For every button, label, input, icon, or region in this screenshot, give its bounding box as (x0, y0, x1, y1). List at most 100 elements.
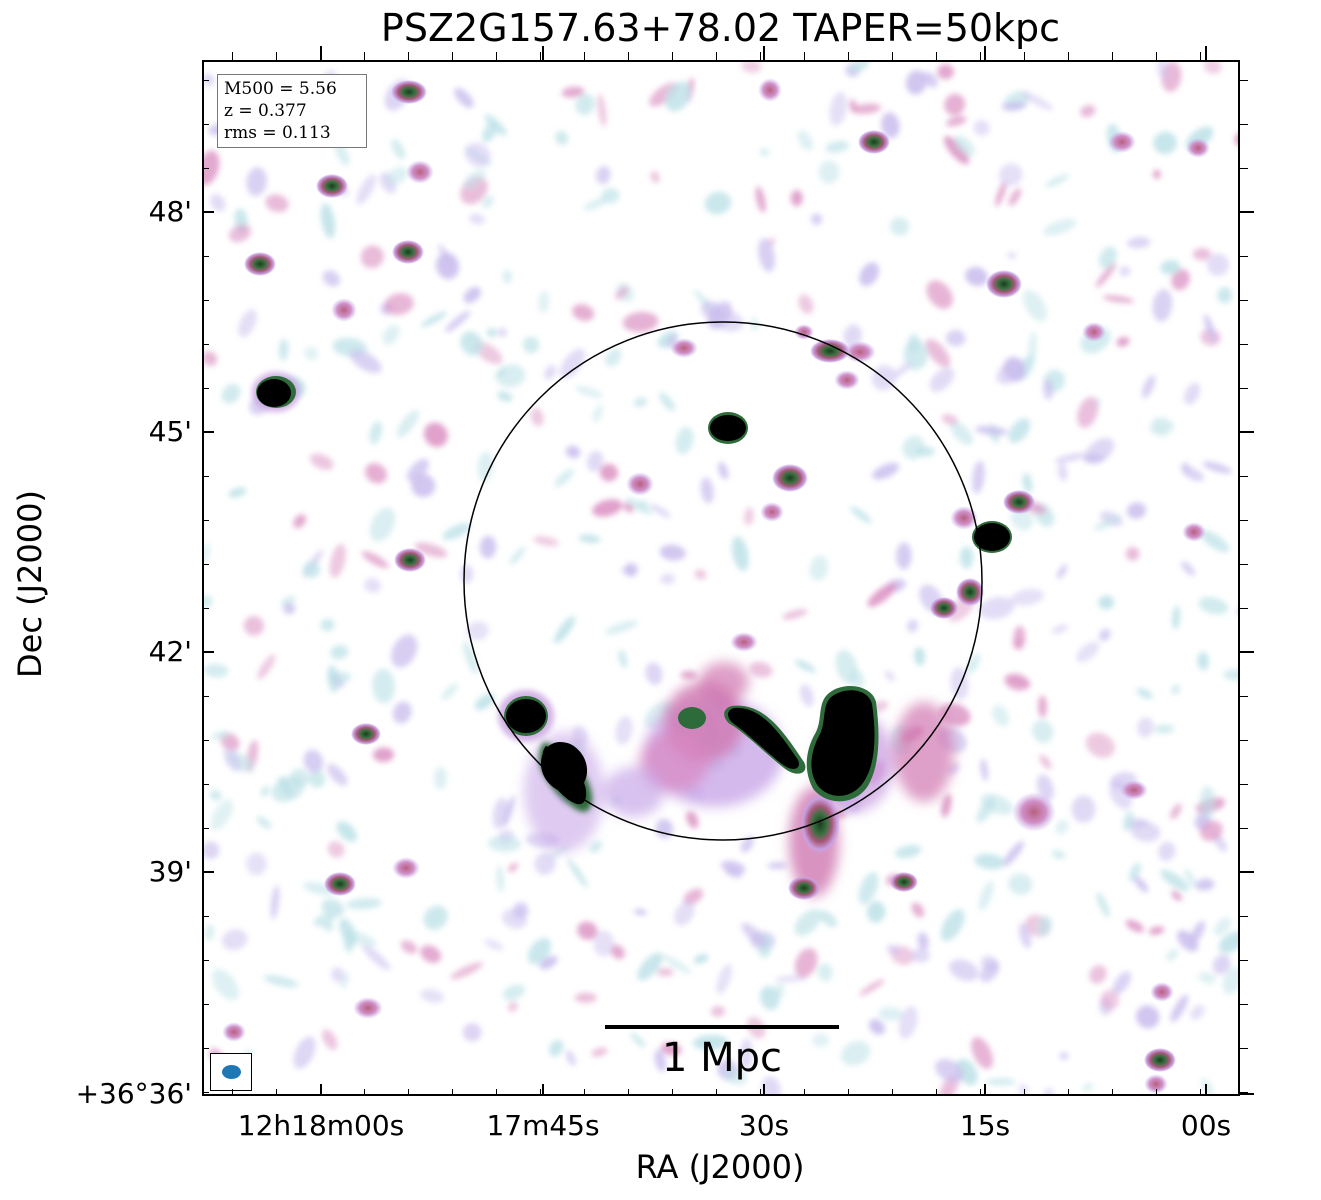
minor-tick (1240, 1092, 1248, 1093)
minor-tick (1240, 1004, 1248, 1005)
xtick-label: 17m45s (486, 1109, 600, 1142)
minor-tick (408, 52, 409, 60)
minor-tick (1240, 784, 1248, 785)
minor-tick (1240, 168, 1248, 169)
minor-tick (320, 52, 321, 60)
minor-tick (1240, 432, 1248, 433)
bright-sources (252, 372, 1012, 812)
minor-tick (1240, 388, 1248, 389)
minor-tick (1240, 740, 1248, 741)
minor-tick (452, 1089, 453, 1096)
minor-tick (202, 124, 209, 125)
minor-tick (1240, 344, 1248, 345)
minor-tick (1112, 1089, 1113, 1096)
minor-tick (540, 52, 541, 60)
minor-tick (202, 652, 209, 653)
minor-tick (202, 80, 209, 81)
image-title: PSZ2G157.63+78.02 TAPER=50kpc (380, 6, 1061, 50)
minor-tick (202, 828, 209, 829)
minor-tick (202, 256, 209, 257)
minor-tick (1240, 960, 1248, 961)
minor-tick (1240, 608, 1248, 609)
x-axis-label: RA (J2000) (635, 1148, 805, 1186)
minor-tick (760, 1089, 761, 1096)
minor-tick (202, 784, 209, 785)
minor-tick (980, 1089, 981, 1096)
minor-tick (202, 520, 209, 521)
minor-tick (672, 1089, 673, 1096)
minor-tick (848, 1089, 849, 1096)
xtick-label: 15s (959, 1109, 1011, 1142)
ytick-label: 42' (148, 635, 192, 668)
minor-tick (202, 960, 209, 961)
minor-tick (202, 476, 209, 477)
minor-tick (202, 1048, 209, 1049)
minor-tick (1240, 828, 1248, 829)
cluster-info-box: M500 = 5.56 z = 0.377 rms = 0.113 (217, 74, 367, 148)
minor-tick (320, 1089, 321, 1096)
radio-map-image (204, 62, 1238, 1094)
minor-tick (628, 1089, 629, 1096)
xtick-label: 30s (738, 1109, 790, 1142)
minor-tick (202, 564, 209, 565)
minor-tick (202, 168, 209, 169)
radio-map-panel (202, 60, 1240, 1096)
ytick-label: 45' (148, 415, 192, 448)
minor-tick (496, 52, 497, 60)
minor-tick (672, 52, 673, 60)
minor-tick (628, 52, 629, 60)
minor-tick (202, 344, 209, 345)
minor-tick (452, 52, 453, 60)
minor-tick (202, 916, 209, 917)
xtick-label: 00s (1180, 1109, 1232, 1142)
minor-tick (202, 608, 209, 609)
minor-tick (584, 1089, 585, 1096)
minor-tick (716, 52, 717, 60)
minor-tick (202, 740, 209, 741)
minor-tick (1200, 1089, 1201, 1096)
r500-circle (463, 321, 983, 841)
ytick-label: 48' (148, 195, 192, 228)
minor-tick (1240, 520, 1248, 521)
minor-tick (980, 52, 981, 60)
ytick-label: +36°36' (75, 1077, 192, 1110)
minor-tick (716, 1089, 717, 1096)
compact-sources (222, 78, 1210, 1094)
minor-tick (1240, 872, 1248, 873)
minor-tick (848, 52, 849, 60)
minor-tick (232, 52, 233, 60)
minor-tick (1240, 564, 1248, 565)
noise-emission-layer (204, 62, 1238, 1094)
minor-tick (202, 1004, 209, 1005)
minor-tick (1024, 52, 1025, 60)
minor-tick (1068, 52, 1069, 60)
minor-tick (276, 52, 277, 60)
minor-tick (1240, 256, 1248, 257)
minor-tick (1240, 916, 1248, 917)
minor-tick (202, 300, 209, 301)
minor-tick (202, 696, 209, 697)
minor-tick (408, 1089, 409, 1096)
minor-tick (202, 872, 209, 873)
minor-tick (760, 52, 761, 60)
minor-tick (1240, 476, 1248, 477)
scale-bar-label: 1 Mpc (661, 1035, 783, 1081)
minor-tick (1240, 212, 1248, 213)
minor-tick (1240, 124, 1248, 125)
minor-tick (276, 1089, 277, 1096)
beam-ellipse-icon (222, 1065, 241, 1079)
minor-tick (936, 52, 937, 60)
minor-tick (540, 1089, 541, 1096)
redshift-text: z = 0.377 (224, 101, 307, 121)
minor-tick (364, 1089, 365, 1096)
minor-tick (804, 1089, 805, 1096)
minor-tick (936, 1089, 937, 1096)
minor-tick (1240, 696, 1248, 697)
minor-tick (364, 52, 365, 60)
scale-bar (605, 1025, 839, 1029)
mass-text: M500 = 5.56 (224, 79, 337, 99)
minor-tick (1112, 52, 1113, 60)
ytick-label: 39' (148, 855, 192, 888)
minor-tick (584, 52, 585, 60)
minor-tick (202, 388, 209, 389)
